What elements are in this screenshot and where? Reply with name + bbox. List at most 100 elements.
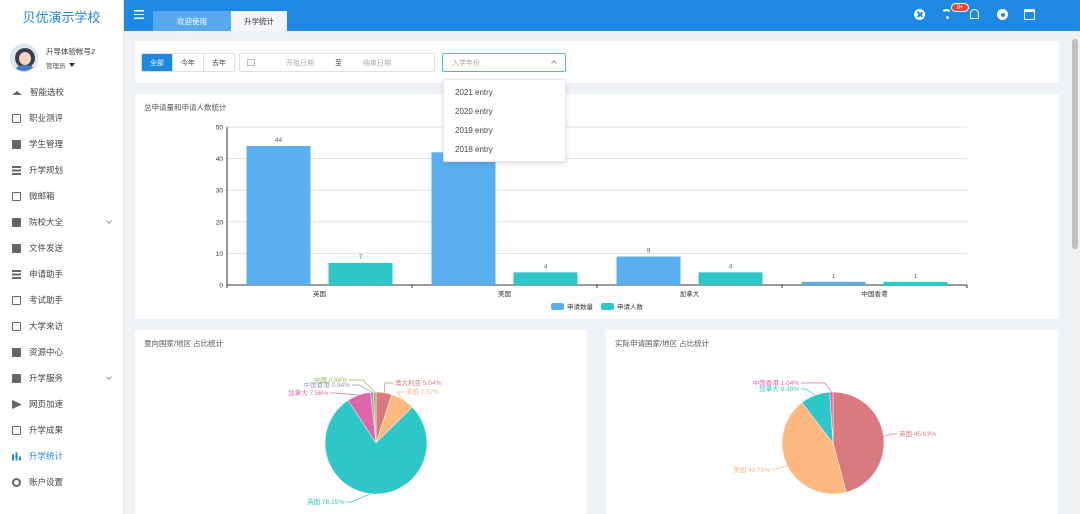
y-tick-label: 20: [216, 219, 224, 226]
pie-slice-5[interactable]: [373, 391, 377, 444]
sidebar-item-label: 院校大全: [29, 217, 64, 227]
sidebar-item-11[interactable]: 升学服务: [0, 365, 123, 391]
caret-down-icon: [68, 63, 75, 67]
segment-all[interactable]: 全部: [142, 54, 173, 71]
year-option-2019[interactable]: 2019 entry: [455, 126, 493, 135]
menu-toggle-icon[interactable]: [134, 10, 144, 19]
page-scrollbar[interactable]: [1070, 31, 1080, 514]
pie-slice-1[interactable]: [781, 402, 847, 495]
bar-0-0[interactable]: [246, 145, 311, 285]
bar-1-0[interactable]: [328, 262, 393, 285]
calendar-icon: [247, 59, 255, 66]
sidebar: 贝优演示学校 升导体验帐号2 管理员 智能选校 职业测评 学生管理升学规划微邮箱院校…: [0, 0, 124, 514]
bar-1-3[interactable]: [883, 281, 948, 285]
sidebar-item-1[interactable]: 职业测评: [0, 105, 123, 131]
sidebar-item-3[interactable]: 升学规划: [0, 157, 123, 183]
pie-slice-3[interactable]: [829, 391, 834, 444]
sidebar-item-6[interactable]: 文件发送: [0, 235, 123, 261]
bar-1-1[interactable]: [513, 272, 578, 285]
chevron-down-icon[interactable]: [106, 374, 112, 380]
entry-year-select[interactable]: 入学年份: [442, 53, 566, 72]
pie-slice-0[interactable]: [832, 391, 885, 493]
tab-welcome[interactable]: 欢迎使用: [153, 11, 231, 31]
actual-pie-chart: 英国 45.83% 美国 43.75% 加拿大 9.38%中国香港 1.04%: [733, 378, 936, 495]
bar-0-1[interactable]: [431, 152, 496, 285]
pie-slice-2[interactable]: [324, 400, 428, 495]
sidebar-item-4[interactable]: 微邮箱: [0, 183, 123, 209]
wifi-icon[interactable]: [941, 9, 952, 20]
avatar[interactable]: [10, 44, 38, 72]
year-option-2021[interactable]: 2021 entry: [455, 88, 493, 97]
sidebar-item-label: 网页加速: [29, 399, 64, 409]
actual-pie-panel: 实际申请国家/地区 占比统计 英国 45.83% 美国 43.75% 加拿大 9.3…: [606, 330, 1058, 514]
gear-icon[interactable]: [997, 9, 1008, 20]
pie-leader-line: [883, 433, 897, 437]
more-icon[interactable]: [1050, 13, 1061, 16]
pie-slice-label: 英国 45.83%: [899, 429, 936, 438]
pie-slice-label: 加拿大 9.38%: [759, 384, 799, 393]
sidebar-item-label: 升学规划: [29, 165, 64, 175]
year-option-2018[interactable]: 2018 entry: [455, 145, 493, 154]
x-tick-label: 英国: [313, 289, 326, 298]
user-role-dropdown[interactable]: 管理员: [46, 60, 95, 70]
legend-label[interactable]: 申请数量: [567, 302, 594, 311]
sidebar-item-2[interactable]: 学生管理: [0, 131, 123, 157]
legend-label[interactable]: 申请人数: [617, 302, 644, 311]
tab-statistics[interactable]: 升学统计: [231, 11, 287, 31]
bar-1-2[interactable]: [698, 272, 763, 285]
sidebar-item-14[interactable]: 升学统计: [0, 443, 123, 469]
sidebar-menu: 智能选校 职业测评 学生管理升学规划微邮箱院校大全文件发送 申请助手 考试助手 大学来访资…: [0, 79, 123, 495]
sidebar-item-label: 资源中心: [29, 347, 64, 357]
segment-this-year[interactable]: 今年: [173, 54, 204, 71]
sidebar-item-9[interactable]: 大学来访: [0, 313, 123, 339]
year-option-2020[interactable]: 2020 entry: [455, 107, 493, 116]
date-range-picker[interactable]: 开始日期 至 结束日期: [239, 53, 435, 72]
sidebar-item-7[interactable]: 申请助手: [0, 261, 123, 287]
legend-swatch[interactable]: [551, 303, 564, 310]
calendar-icon[interactable]: [1024, 9, 1035, 20]
chevron-up-icon: [551, 60, 557, 66]
pie-slice-label: 中国 0.84%: [314, 375, 347, 384]
chevron-down-icon[interactable]: [106, 218, 112, 224]
bar-chart-icon: [12, 452, 21, 461]
pie-leader-line: [383, 382, 393, 393]
school-brand: 贝优演示学校: [22, 9, 101, 25]
user-profile[interactable]: 升导体验帐号2 管理员: [0, 32, 123, 76]
edit-icon: [12, 295, 21, 305]
bar-0-3[interactable]: [801, 281, 866, 285]
bar-data-label: 9: [647, 248, 651, 255]
end-date-input[interactable]: 结束日期: [363, 59, 391, 67]
intended-pie-chart: 澳大利亚 5.04%美国 7.57% 英国 78.15% 加拿大 7.56%中国香港…: [288, 375, 441, 506]
y-tick-label: 40: [216, 156, 224, 163]
form-icon: [12, 113, 21, 123]
sidebar-item-13[interactable]: 升学成果: [0, 417, 123, 443]
entry-year-dropdown: 2021 entry 2020 entry 2019 entry 2018 en…: [443, 79, 566, 162]
pie-leader-line: [801, 388, 816, 396]
calendar-check-icon: [12, 321, 21, 331]
sidebar-item-10[interactable]: 资源中心: [0, 339, 123, 365]
sidebar-item-0[interactable]: 智能选校: [0, 79, 123, 105]
segment-last-year[interactable]: 去年: [212, 59, 226, 67]
pie-slice-label: 美国 7.57%: [406, 387, 439, 396]
list-icon: [12, 165, 21, 175]
scrollbar-thumb[interactable]: [1072, 39, 1078, 249]
file-icon: [12, 243, 21, 253]
sidebar-item-12[interactable]: 网页加速: [0, 391, 123, 417]
sidebar-item-5[interactable]: 院校大全: [0, 209, 123, 235]
sidebar-item-8[interactable]: 考试助手: [0, 287, 123, 313]
x-tick-label: 加拿大: [680, 289, 700, 298]
pie-slice-label: 美国 43.75%: [733, 465, 770, 474]
sidebar-item-15[interactable]: 账户设置: [0, 469, 123, 495]
bell-icon[interactable]: [970, 9, 979, 19]
period-segment: 全部 今年 去年: [141, 53, 235, 72]
pie-leader-line: [346, 493, 371, 503]
top-header: 欢迎使用 升学统计 9+: [124, 0, 1080, 31]
legend-swatch[interactable]: [601, 303, 614, 310]
bar-0-2[interactable]: [616, 256, 681, 285]
bar-data-label: 44: [275, 137, 283, 144]
sidebar-item-label: 升学服务: [29, 373, 64, 383]
filter-bar: 全部 今年 去年 开始日期 至 结束日期 入学年份: [135, 41, 1059, 83]
close-circle-icon[interactable]: [914, 9, 925, 20]
start-date-input[interactable]: 开始日期: [286, 59, 314, 67]
y-tick-label: 10: [216, 251, 224, 258]
